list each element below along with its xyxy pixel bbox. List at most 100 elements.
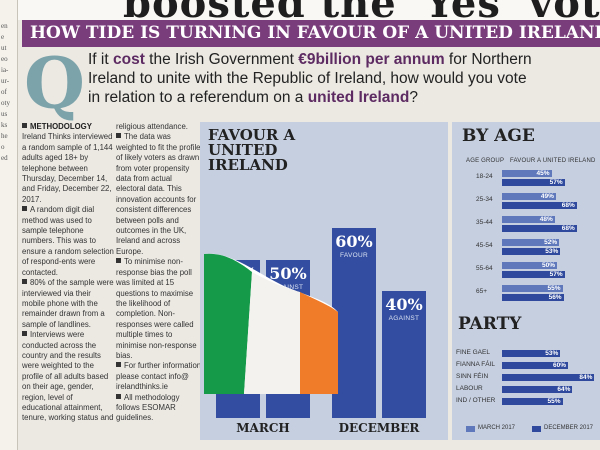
methodology-paragraph: All methodology follows ESOMAR guideline… xyxy=(116,393,202,422)
legend-label-december: DECEMBER 2017 xyxy=(544,425,594,431)
party-bar: 60% xyxy=(502,362,568,369)
age-bar-december: 68% xyxy=(502,202,577,209)
methodology-text: Interviews were conducted across the cou… xyxy=(22,330,114,423)
age-bar-march: 49% xyxy=(502,193,556,200)
strip-fragment: oty xyxy=(1,99,10,107)
period-label: MARCH xyxy=(236,421,290,435)
methodology-text: For further information please contact i… xyxy=(116,361,202,392)
age-group-label: 55-64 xyxy=(476,265,493,272)
strip-fragment: ut xyxy=(1,44,7,52)
party-bar: 84% xyxy=(502,374,595,381)
favour-chart-title: FAVOUR A UNITED IRELAND xyxy=(208,126,296,174)
strip-fragment: eo xyxy=(1,55,8,63)
bar-value-label: 68% xyxy=(561,202,575,209)
age-bar-march: 48% xyxy=(502,216,555,223)
legend-swatch-march xyxy=(466,426,475,432)
bar-value-label: 52% xyxy=(544,239,558,246)
methodology-column-1: METHODOLOGY Ireland Thinks interviewed a… xyxy=(22,122,114,450)
age-group-header: AGE GROUP xyxy=(466,158,505,164)
bar-value-label: 57% xyxy=(549,179,563,186)
methodology-text: All methodology follows ESOMAR guideline… xyxy=(116,392,180,422)
bullet-square-icon xyxy=(116,133,121,139)
age-and-party-panel: BY AGE AGE GROUP FAVOUR A UNITED IRELAND… xyxy=(452,122,600,440)
strip-fragment: ia- xyxy=(1,66,9,74)
question-text: ? xyxy=(409,89,418,106)
bar-series-label: AGAINST xyxy=(272,283,304,291)
strip-fragment: o xyxy=(1,143,5,151)
age-bar-march: 55% xyxy=(502,285,563,292)
age-group-label: 45-54 xyxy=(476,242,493,249)
bar-value-label: 68% xyxy=(561,225,575,232)
bullet-square-icon xyxy=(116,393,121,399)
question-highlight: €9billion per annum xyxy=(298,51,445,68)
methodology-paragraph: Interviews were conducted across the cou… xyxy=(22,330,114,424)
party-label: LABOUR xyxy=(456,385,483,392)
question-line-2: Ireland to unite with the Republic of Ir… xyxy=(88,70,527,87)
question-mark-letter: Q xyxy=(24,42,85,125)
methodology-paragraph: Ireland Thinks interviewed a random samp… xyxy=(22,132,113,204)
favour-header: FAVOUR A UNITED IRELAND xyxy=(510,158,596,164)
strip-fragment: of xyxy=(1,88,7,96)
question-text: in relation to a referendum on a xyxy=(88,89,308,106)
bar-december-against xyxy=(382,291,426,418)
methodology-text: To minimise non-response bias the poll w… xyxy=(116,257,197,360)
party-label: FINE GAEL xyxy=(456,349,490,356)
bar-value-label: 55% xyxy=(547,285,561,292)
legend-label-march: MARCH 2017 xyxy=(478,425,516,431)
question-line-1: If it cost the Irish Government €9billio… xyxy=(88,50,600,69)
strip-fragment: us xyxy=(1,110,8,118)
methodology-text: A random digit dial method was used to s… xyxy=(22,205,114,277)
methodology-paragraph: To minimise non-response bias the poll w… xyxy=(116,257,202,361)
age-bar-march: 45% xyxy=(502,170,552,177)
methodology-paragraph: 80% of the sample were interviewed via t… xyxy=(22,278,114,330)
bar-value-label: 56% xyxy=(548,294,562,301)
age-bar-december: 57% xyxy=(502,271,565,278)
party-label: FIANNA FÁIL xyxy=(456,361,496,368)
methodology-column-2: religious attendance. The data was weigh… xyxy=(116,122,202,422)
age-bar-march: 50% xyxy=(502,262,557,269)
question-text: If it xyxy=(88,51,113,68)
methodology-text: 80% of the sample were interviewed via t… xyxy=(22,278,114,329)
bullet-square-icon xyxy=(116,362,121,368)
strip-fragment: e xyxy=(1,33,5,41)
bar-value-label: 57% xyxy=(549,271,563,278)
headline-banner: HOW TIDE IS TURNING IN FAVOUR OF A UNITE… xyxy=(22,20,600,47)
bar-value-label: 49% xyxy=(540,193,554,200)
strip-fragment: en xyxy=(1,22,8,30)
masthead-text: boosted the 'Yes' vote xyxy=(123,0,600,20)
bar-value-label: 48% xyxy=(539,216,553,223)
age-group-label: 25-34 xyxy=(476,196,493,203)
strip-fragment: ed xyxy=(1,154,8,162)
bar-value-label: 45% xyxy=(536,170,550,177)
by-age-title: BY AGE xyxy=(462,126,535,146)
question-highlight: united Ireland xyxy=(307,89,410,106)
methodology-text: The data was weighted to fit the profile… xyxy=(116,132,201,256)
bullet-square-icon xyxy=(22,123,27,128)
period-label: DECEMBER xyxy=(338,421,420,435)
methodology-title-text: METHODOLOGY xyxy=(30,122,92,131)
party-title: PARTY xyxy=(458,314,522,334)
poll-question: If it cost the Irish Government €9billio… xyxy=(88,50,600,107)
strip-fragment: ur- xyxy=(1,77,10,85)
age-group-label: 18-24 xyxy=(476,173,493,180)
adjacent-column-strip: en e ut eo ia-ur-of oty us ks he o ed xyxy=(0,0,18,450)
party-label: SINN FÉIN xyxy=(456,373,489,380)
bar-value-label: 53% xyxy=(545,248,559,255)
methodology-paragraph: religious attendance. xyxy=(116,122,188,131)
age-bar-march: 52% xyxy=(502,239,560,246)
strip-fragment: he xyxy=(1,132,8,140)
party-bar: 64% xyxy=(502,386,573,393)
bullet-square-icon xyxy=(116,258,121,264)
party-bar: 55% xyxy=(502,398,563,405)
methodology-paragraph: A random digit dial method was used to s… xyxy=(22,205,114,278)
bar-value-label: 64% xyxy=(557,386,571,393)
bar-value-label: 55% xyxy=(547,398,561,405)
age-group-label: 65+ xyxy=(476,288,488,295)
bar-december-favour xyxy=(332,228,376,418)
bar-value-label: 50% xyxy=(269,263,307,283)
party-label: IND / OTHER xyxy=(456,397,496,404)
age-bar-december: 56% xyxy=(502,294,564,301)
irish-flag-image xyxy=(204,250,338,394)
bullet-square-icon xyxy=(22,206,27,212)
question-text: for Northern xyxy=(444,51,532,68)
